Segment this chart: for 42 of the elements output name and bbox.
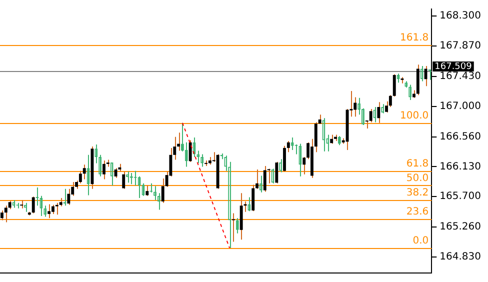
candlestick [55, 202, 58, 216]
annotation: 161.8 [400, 32, 429, 44]
candlestick [102, 160, 106, 180]
y-tick-label: 167.430 [440, 70, 482, 82]
candlestick [330, 134, 334, 144]
candlestick [286, 140, 290, 153]
annotation: 0.0 [412, 236, 429, 247]
candlestick [283, 145, 286, 172]
candlestick [0, 210, 4, 221]
candlestick [369, 108, 372, 123]
candlestick [67, 188, 70, 206]
y-tick-label: 165.700 [440, 191, 482, 202]
candlestick [82, 164, 86, 180]
annotation: 38.2 [406, 188, 429, 199]
candlestick [252, 184, 255, 212]
y-tick-label: 165.260 [440, 222, 482, 233]
candlestick [232, 212, 235, 242]
candlestick [188, 140, 192, 162]
y-tick-label: 167.000 [440, 100, 482, 112]
candlestick [146, 184, 149, 196]
candlestick [122, 171, 126, 190]
y-tick-label: 166.130 [440, 161, 482, 172]
candlestick [244, 200, 247, 212]
ref-line-label: 167.509 [434, 62, 472, 72]
candlestick [48, 204, 51, 219]
candlestick [20, 200, 24, 209]
candlestick [4, 205, 8, 223]
candlestick [275, 161, 278, 184]
y-tick-label: 166.560 [440, 131, 482, 142]
candlestick [377, 102, 380, 124]
candlestick [392, 74, 396, 98]
y-tick-label: 167.870 [440, 40, 482, 52]
annotation: 61.8 [406, 158, 429, 170]
annotation: 23.6 [406, 206, 429, 218]
y-tick-label: 168.300 [440, 10, 482, 22]
candlestick [263, 166, 266, 192]
annotation: 100.0 [400, 110, 429, 122]
candlestick [52, 204, 54, 214]
y-tick-label: 164.830 [440, 252, 482, 263]
annotation: 50.0 [406, 173, 429, 184]
candlestick [161, 178, 164, 204]
candlestick [32, 196, 35, 214]
